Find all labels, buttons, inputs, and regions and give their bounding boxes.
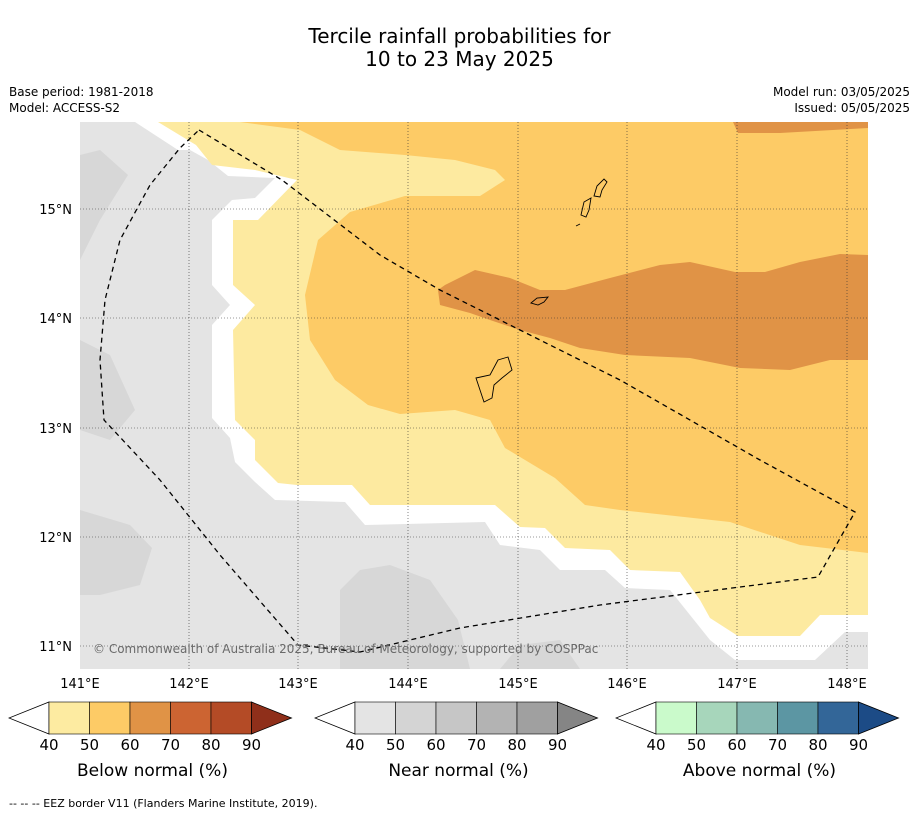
- colorbar-tick-label: 40: [345, 736, 365, 754]
- colorbar-segment: [395, 701, 437, 735]
- colorbar-segment: [210, 701, 252, 735]
- probability-map: © Commonwealth of Australia 2025, Bureau…: [39, 122, 868, 692]
- colorbar-tick-label: 90: [848, 736, 869, 754]
- colorbar-segment: [48, 701, 90, 735]
- colorbar-under-triangle: [615, 701, 657, 735]
- lon-label: 144°E: [388, 677, 428, 692]
- colorbar-segment: [435, 701, 477, 735]
- near-normal-50-60-patch: [80, 340, 135, 440]
- colorbar-tick-label: 80: [808, 736, 828, 754]
- copyright-watermark: © Commonwealth of Australia 2025, Bureau…: [93, 642, 598, 656]
- colorbar-tick-label: 90: [547, 736, 568, 754]
- island-outlines: [475, 178, 608, 403]
- lon-label: 145°E: [498, 677, 538, 692]
- near-normal-50-60-patch: [340, 565, 470, 669]
- lat-label: 12°N: [39, 531, 72, 546]
- colorbar-over-triangle: [858, 701, 900, 735]
- below-normal-label: Below normal (%): [77, 761, 228, 781]
- lat-label: 15°N: [39, 203, 72, 218]
- near-normal-colorbar: [314, 701, 599, 735]
- model-run-text: Model run: 03/05/2025: [772, 85, 910, 99]
- lat-label: 13°N: [39, 422, 72, 437]
- latitude-labels: 15°N 14°N 13°N 12°N 11°N: [39, 203, 72, 655]
- rota-island: [530, 296, 550, 306]
- colorbar-over-triangle: [251, 701, 293, 735]
- model-text: Model: ACCESS-S2: [9, 101, 121, 115]
- map-title-line2: 10 to 23 May 2025: [365, 47, 554, 71]
- colorbar-segment: [89, 701, 131, 735]
- above-normal-label: Above normal (%): [682, 761, 837, 781]
- colorbar-segment: [777, 701, 819, 735]
- colorbar-tick-label: 60: [727, 736, 747, 754]
- colorbar-segment: [736, 701, 778, 735]
- lat-label: 14°N: [39, 312, 72, 327]
- colorbar-tick-label: 80: [507, 736, 527, 754]
- colorbar-under-triangle: [314, 701, 356, 735]
- aguijan-island: [575, 223, 581, 227]
- near-normal-50-60-patch: [80, 150, 128, 260]
- colorbar-segment: [817, 701, 859, 735]
- colorbar-tick-label: 70: [767, 736, 788, 754]
- lon-label: 148°E: [827, 677, 867, 692]
- near-normal-50-60-patch: [80, 510, 152, 595]
- below-normal-60-70-region: [733, 122, 868, 133]
- lon-label: 142°E: [169, 677, 209, 692]
- colorbar-tick-label: 70: [466, 736, 487, 754]
- below-normal-colorbar: [8, 701, 293, 735]
- colorbar-tick-label: 70: [160, 736, 181, 754]
- colorbar-tick-label: 50: [385, 736, 406, 754]
- colorbar-segment: [476, 701, 518, 735]
- base-period-text: Base period: 1981-2018: [9, 85, 154, 99]
- issued-text: Issued: 05/05/2025: [794, 101, 910, 115]
- colorbar-segment: [696, 701, 738, 735]
- lon-label: 147°E: [717, 677, 757, 692]
- lon-label: 146°E: [607, 677, 647, 692]
- colorbar-tick-label: 40: [646, 736, 666, 754]
- colorbar-tick-label: 60: [426, 736, 446, 754]
- colorbar-segment: [354, 701, 396, 735]
- colorbar-tick-label: 90: [241, 736, 262, 754]
- colorbar-segment: [170, 701, 212, 735]
- saipan-island: [593, 178, 608, 198]
- longitude-labels: 141°E 142°E 143°E 144°E 145°E 146°E 147°…: [60, 677, 867, 692]
- colorbar-segment: [516, 701, 558, 735]
- lon-label: 143°E: [278, 677, 318, 692]
- tinian-island: [580, 197, 592, 218]
- map-fill-layer: [80, 122, 868, 669]
- above-normal-colorbar: [615, 701, 900, 735]
- map-title-line1: Tercile rainfall probabilities for: [308, 24, 611, 48]
- colorbar-segment: [655, 701, 697, 735]
- lat-label: 11°N: [39, 640, 72, 655]
- colorbar-tick-label: 50: [686, 736, 707, 754]
- colorbar-tick-label: 80: [201, 736, 221, 754]
- near-normal-50-60-patch: [500, 640, 580, 669]
- near-normal-label: Near normal (%): [388, 761, 529, 781]
- eez-footnote: -- -- -- EEZ border V11 (Flanders Marine…: [9, 797, 318, 810]
- colorbar-over-triangle: [557, 701, 599, 735]
- colorbar-tick-label: 60: [120, 736, 140, 754]
- colorbar-tick-label: 40: [39, 736, 59, 754]
- lon-label: 141°E: [60, 677, 100, 692]
- eez-border-line: [99, 129, 856, 653]
- colorbar-under-triangle: [8, 701, 50, 735]
- guam-island: [475, 356, 513, 403]
- colorbar-tick-label: 50: [79, 736, 100, 754]
- graticule: [80, 122, 868, 669]
- below-normal-60-70-region: [438, 254, 868, 370]
- colorbar-segment: [129, 701, 171, 735]
